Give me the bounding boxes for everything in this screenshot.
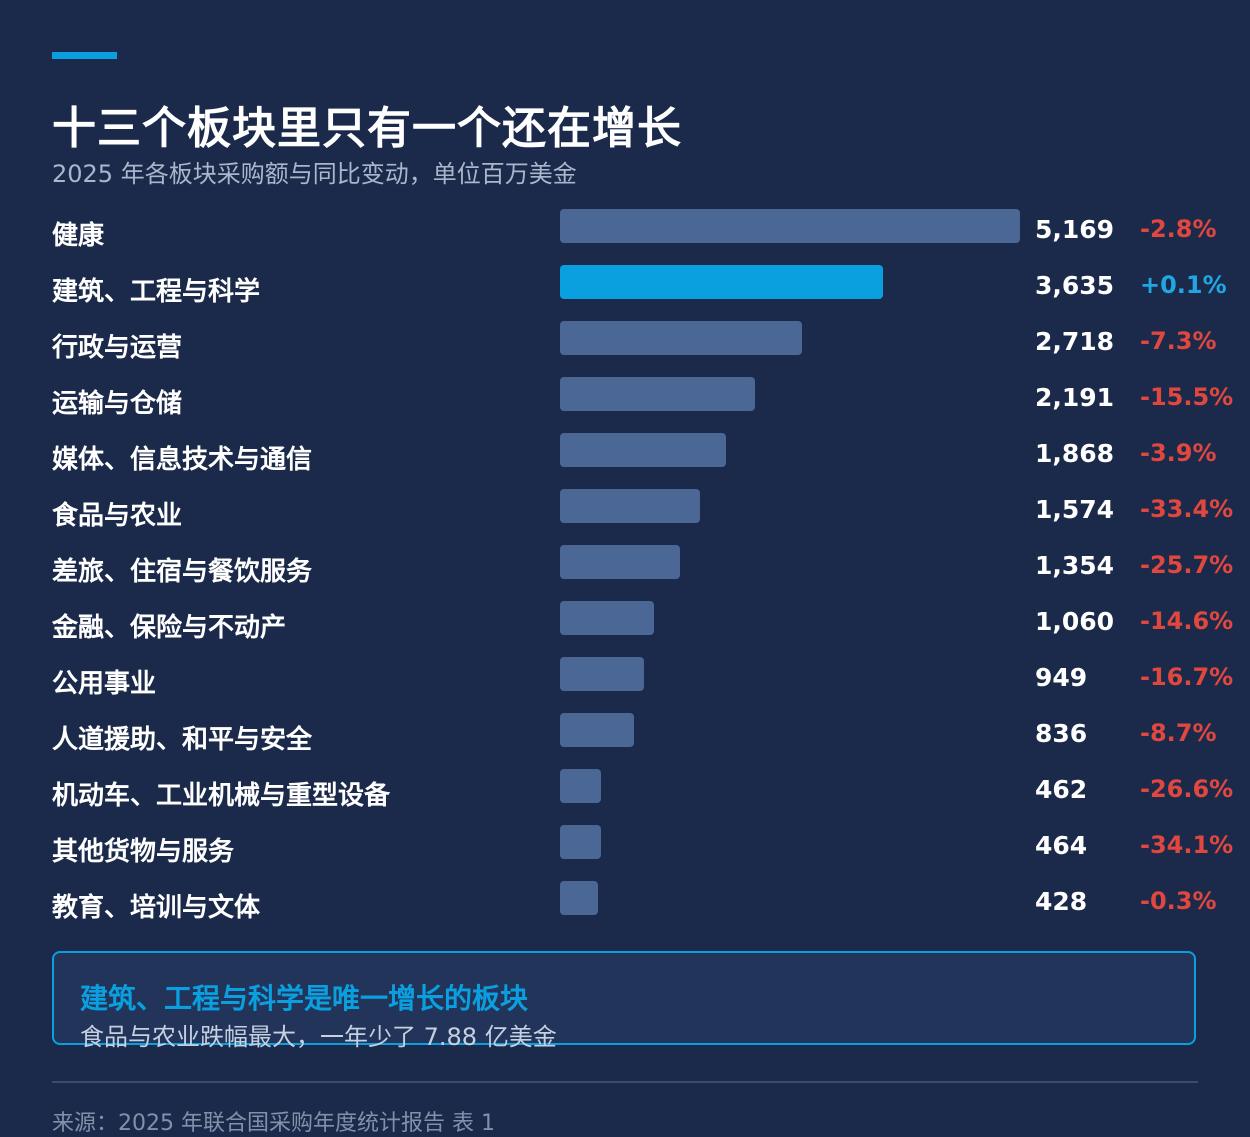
category-label: 媒体、信息技术与通信 [52,445,313,475]
change-label: +0.1% [1140,271,1227,299]
change-label: -34.1% [1140,831,1234,859]
value-label: 3,635 [1035,271,1115,300]
value-label: 836 [1035,719,1088,748]
category-label: 差旅、住宿与餐饮服务 [52,557,313,587]
bar [560,433,727,467]
bar [560,657,645,691]
chart-row: 运输与仓储 2,191 -15.5% [0,377,1250,433]
category-label: 运输与仓储 [52,389,183,419]
bar [560,209,1020,243]
chart-row: 健康 5,169 -2.8% [0,209,1250,265]
source-note: 来源：2025 年联合国采购年度统计报告 表 1 [52,1111,495,1136]
change-label: -33.4% [1140,495,1234,523]
bar [560,489,701,523]
bar [560,825,602,859]
bar [560,377,755,411]
chart-row: 公用事业 949 -16.7% [0,657,1250,713]
category-label: 其他货物与服务 [52,837,235,867]
value-label: 949 [1035,663,1088,692]
chart-subtitle: 2025 年各板块采购额与同比变动，单位百万美金 [52,160,577,188]
category-label: 公用事业 [52,669,157,699]
change-label: -8.7% [1140,719,1217,747]
bar [560,769,602,803]
change-label: -25.7% [1140,551,1234,579]
bar [560,601,655,635]
category-label: 金融、保险与不动产 [52,613,287,643]
chart-row: 教育、培训与文体 428 -0.3% [0,881,1250,937]
accent-line [52,52,117,59]
chart-row: 行政与运营 2,718 -7.3% [0,321,1250,377]
category-label: 人道援助、和平与安全 [52,725,313,755]
change-label: -16.7% [1140,663,1234,691]
change-label: -7.3% [1140,327,1217,355]
value-label: 1,574 [1035,495,1115,524]
change-label: -15.5% [1140,383,1234,411]
chart-row: 金融、保险与不动产 1,060 -14.6% [0,601,1250,657]
bar [560,545,681,579]
bar [560,881,599,915]
bar [560,713,635,747]
value-label: 464 [1035,831,1088,860]
chart-row: 食品与农业 1,574 -33.4% [0,489,1250,545]
callout-text: 食品与农业跌幅最大，一年少了 7.88 亿美金 [80,1023,557,1051]
change-label: -0.3% [1140,887,1217,915]
callout-title: 建筑、工程与科学是唯一增长的板块 [80,982,529,1015]
category-label: 教育、培训与文体 [52,893,261,923]
callout-box: 建筑、工程与科学是唯一增长的板块 食品与农业跌幅最大，一年少了 7.88 亿美金 [52,951,1196,1051]
category-label: 建筑、工程与科学 [52,277,261,307]
value-label: 5,169 [1035,215,1115,244]
footer-divider [52,1081,1198,1083]
bar [560,321,802,355]
category-label: 行政与运营 [52,333,183,363]
chart-row: 媒体、信息技术与通信 1,868 -3.9% [0,433,1250,489]
value-label: 462 [1035,775,1088,804]
chart-row: 其他货物与服务 464 -34.1% [0,825,1250,881]
category-label: 机动车、工业机械与重型设备 [52,781,391,811]
change-label: -14.6% [1140,607,1234,635]
value-label: 1,868 [1035,439,1115,468]
value-label: 1,060 [1035,607,1115,636]
category-label: 健康 [52,221,105,251]
chart-row: 人道援助、和平与安全 836 -8.7% [0,713,1250,769]
change-label: -2.8% [1140,215,1217,243]
chart-row: 建筑、工程与科学 3,635 +0.1% [0,265,1250,321]
change-label: -3.9% [1140,439,1217,467]
value-label: 1,354 [1035,551,1115,580]
value-label: 2,718 [1035,327,1115,356]
change-label: -26.6% [1140,775,1234,803]
value-label: 2,191 [1035,383,1115,412]
chart-title: 十三个板块里只有一个还在增长 [52,103,682,154]
chart-row: 机动车、工业机械与重型设备 462 -26.6% [0,769,1250,825]
value-label: 428 [1035,887,1088,916]
chart-row: 差旅、住宿与餐饮服务 1,354 -25.7% [0,545,1250,601]
bar [560,265,884,299]
category-label: 食品与农业 [52,501,183,531]
